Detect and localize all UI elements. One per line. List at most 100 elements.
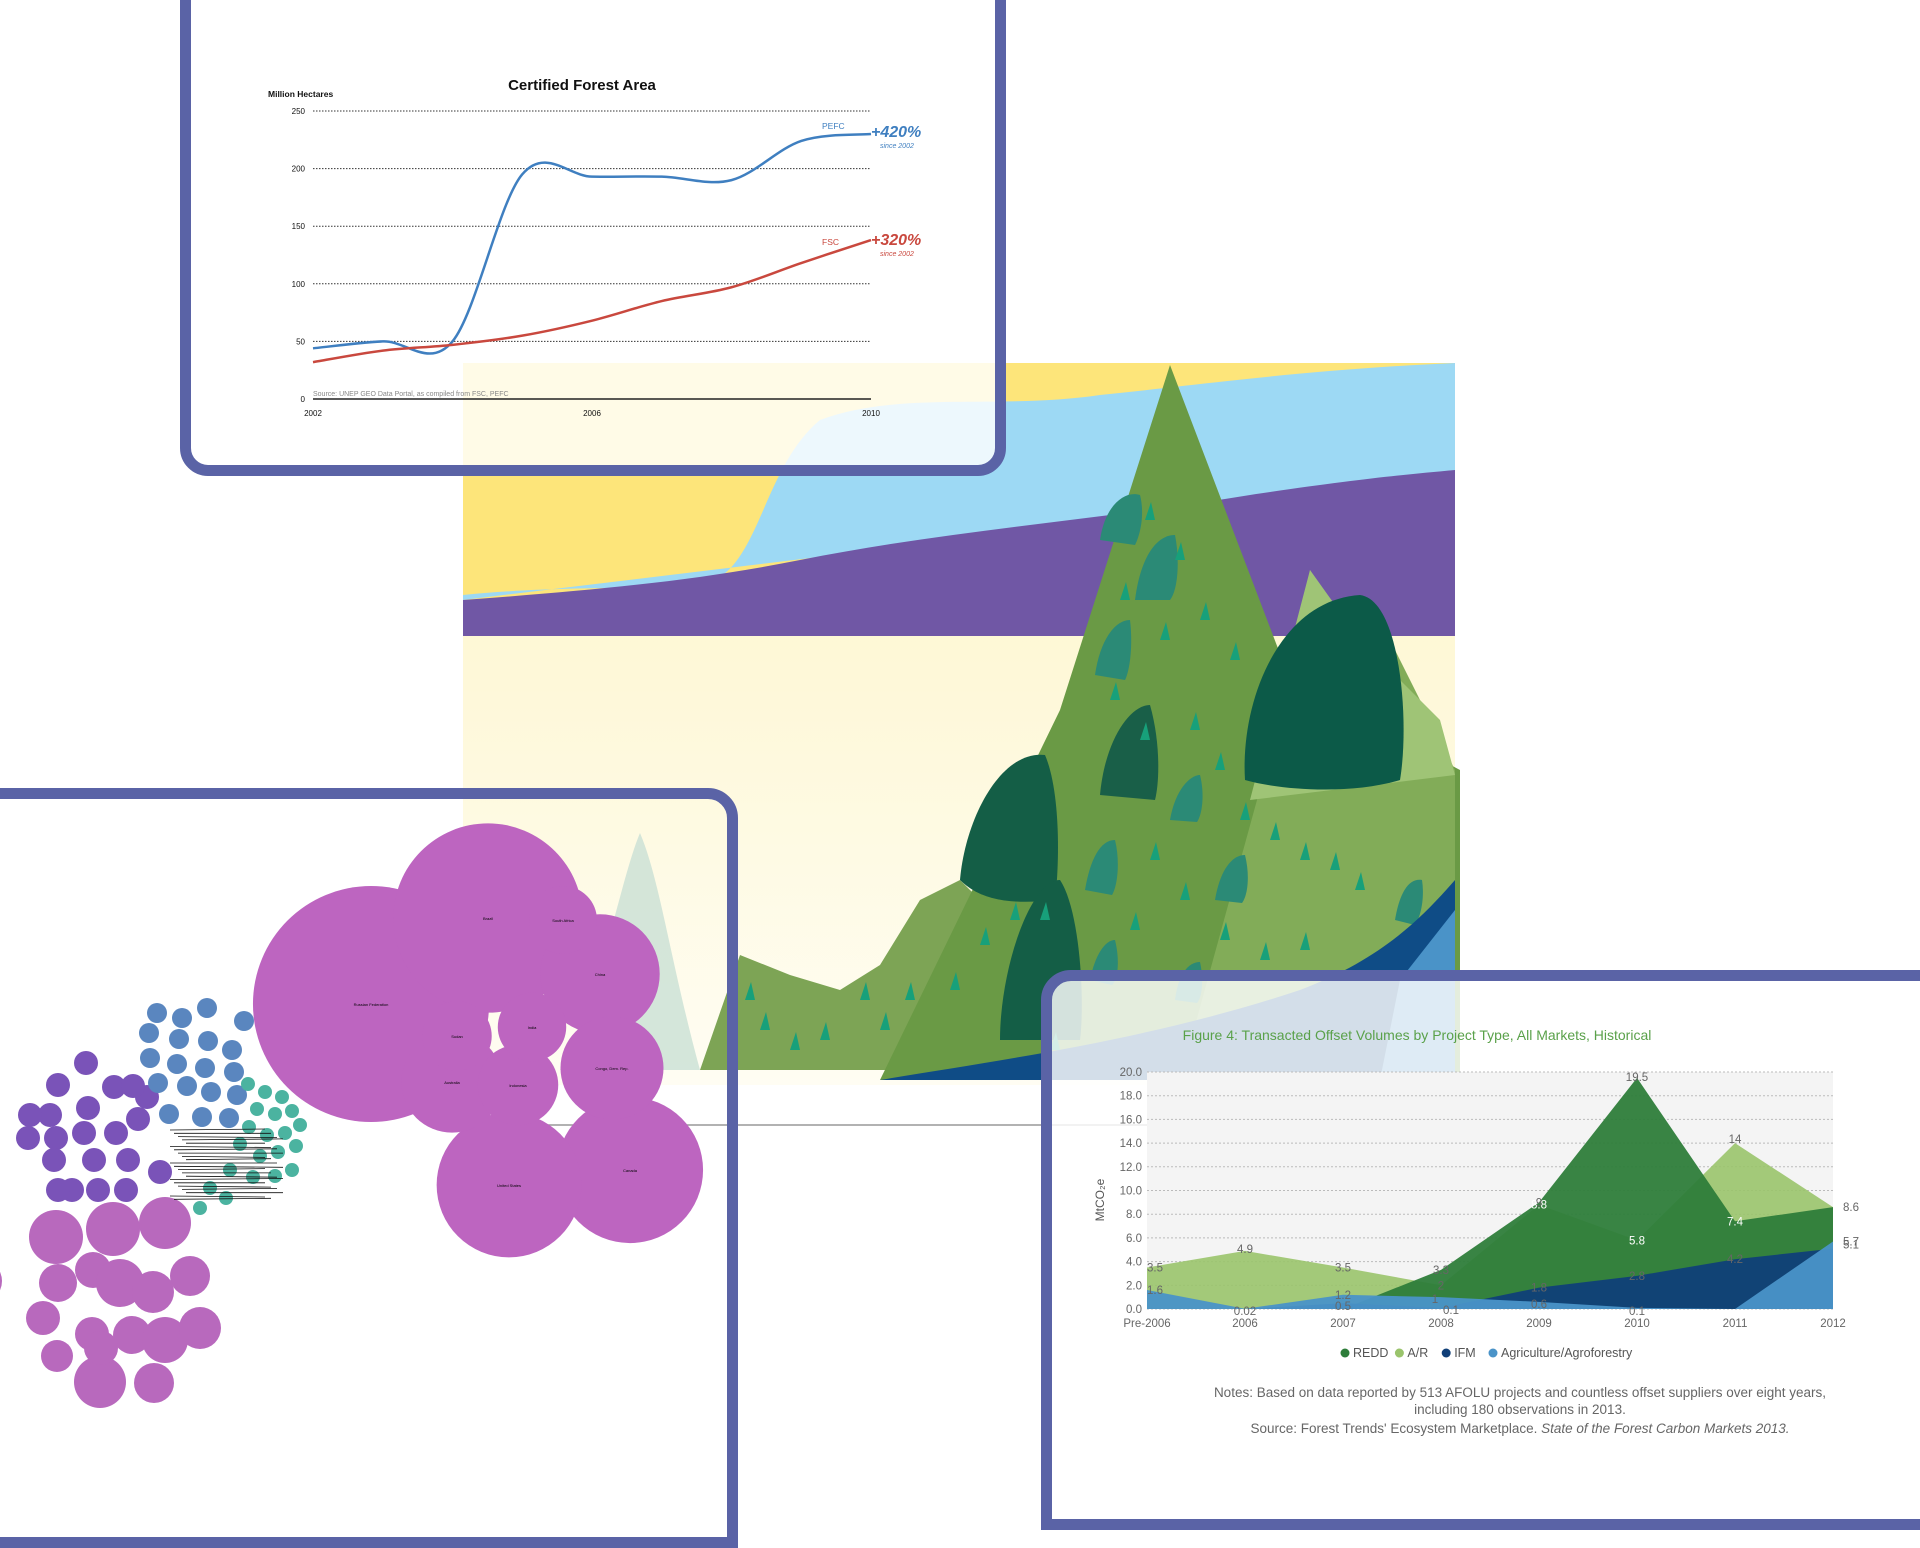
pefc-since-label: since 2002 [880, 143, 914, 150]
fsc-since-label: since 2002 [880, 251, 914, 258]
cert-y-tick-label: 200 [292, 165, 306, 174]
offset-legend: REDD A/R IFM Agriculture/Agroforestry [1340, 1346, 1633, 1360]
country-bubble-label: United States [497, 1183, 521, 1188]
country-bubble-tiny [195, 1058, 215, 1078]
country-bubble-small [41, 1340, 73, 1372]
offset-x-tick-label: 2008 [1428, 1318, 1454, 1330]
offset-y-tick-label: 6.0 [1126, 1233, 1142, 1245]
cert-grid: 0 50 100 150 200 250 2002 2006 2010 [292, 107, 881, 418]
country-bubble-tiny [172, 1008, 192, 1028]
offset-data-label: 1.8 [1531, 1283, 1547, 1295]
country-bubble-tiny [203, 1181, 217, 1195]
country-bubble-small [72, 1121, 96, 1145]
country-bubble-small [0, 1271, 2, 1291]
label-tick [185, 1175, 278, 1178]
offset-data-label: 2 [1438, 1280, 1444, 1292]
label-tick [173, 1148, 278, 1151]
offset-data-label: 3.5 [1335, 1263, 1351, 1275]
cert-y-tick-label: 250 [292, 107, 306, 116]
offset-data-label: 3.5 [1147, 1263, 1163, 1275]
small-tree-cluster [745, 502, 1365, 1050]
offset-legend-marker [1394, 1348, 1404, 1358]
country-bubble-tiny [250, 1102, 264, 1116]
cert-x-tick-label: 2010 [862, 409, 880, 418]
country-bubble-small [126, 1107, 150, 1131]
label-tick [169, 1178, 284, 1180]
country-bubble [436, 1112, 582, 1258]
cert-y-tick-label: 50 [296, 337, 305, 346]
country-bubble-small [142, 1317, 188, 1363]
mid-tree-4 [1085, 840, 1118, 895]
offset-data-label: 1 [1432, 1294, 1438, 1306]
label-tick [169, 1195, 266, 1198]
country-bubble-tiny [242, 1120, 256, 1134]
offset-data-label: 14 [1729, 1134, 1742, 1146]
cert-y-tick-label: 100 [292, 280, 306, 289]
cert-x-tick-label: 2006 [583, 409, 601, 418]
country-bubble [560, 1016, 664, 1120]
offset-area-redd [1147, 1077, 1833, 1309]
country-bubble-small [39, 1264, 77, 1302]
country-bubble-small [114, 1178, 138, 1202]
offset-y-tick-label: 10.0 [1120, 1186, 1142, 1198]
country-bubble-tiny [201, 1082, 221, 1102]
offset-area-ifm [1147, 1248, 1833, 1309]
country-bubble-small [104, 1121, 128, 1145]
offset-data-label: 5.1 [1843, 1240, 1859, 1252]
country-bubble [556, 1096, 704, 1244]
mid-tree-2 [1095, 620, 1132, 680]
country-bubble-tiny [241, 1077, 255, 1091]
country-bubble-small [46, 1073, 70, 1097]
offset-data-label: 0.02 [1234, 1306, 1256, 1318]
offset-y-tick-label: 16.0 [1120, 1114, 1142, 1126]
offset-x-tick-label: 2011 [1723, 1318, 1748, 1330]
country-bubble-tiny [147, 1003, 167, 1023]
country-bubble-label: Indonesia [509, 1083, 527, 1088]
offset-data-label: 4.2 [1727, 1254, 1743, 1266]
country-bubble-small [179, 1307, 221, 1349]
country-bubble-tiny [139, 1023, 159, 1043]
country-bubble [477, 1044, 559, 1126]
offset-area-agriculture-agroforestry [1147, 1241, 1833, 1309]
offset-y-tick-label: 12.0 [1120, 1162, 1142, 1174]
mid-tree-7 [1215, 855, 1248, 903]
country-bubble [422, 1001, 492, 1071]
offset-y-axis-label: MtCO₂e [1093, 1178, 1107, 1221]
country-bubble-tiny [275, 1090, 289, 1104]
cert-source-note: Source: UNEP GEO Data Portal, as compile… [313, 391, 509, 398]
country-bubble-tiny [293, 1118, 307, 1132]
offset-y-tick-label: 20.0 [1120, 1067, 1142, 1079]
country-bubble-small [170, 1256, 210, 1296]
country-bubble-small [102, 1075, 126, 1099]
fsc-series-label: FSC [822, 237, 839, 247]
country-bubble-small [42, 1148, 66, 1172]
label-tick [177, 1168, 266, 1170]
offset-y-tick-label: 8.0 [1126, 1209, 1142, 1221]
label-tick [181, 1188, 278, 1190]
offset-y-tick-label: 2.0 [1126, 1280, 1142, 1292]
country-bubble-tiny [140, 1048, 160, 1068]
mid-tree-3 [1100, 494, 1143, 545]
country-bubble-small [121, 1074, 145, 1098]
dark-tree-4 [1100, 705, 1159, 800]
country-bubble-tiny [268, 1107, 282, 1121]
country-bubble [497, 992, 567, 1062]
country-bubble-small [113, 1316, 151, 1354]
country-bubble-small [86, 1202, 140, 1256]
offset-data-label: 19.5 [1626, 1072, 1648, 1084]
country-bubble-tiny [227, 1085, 247, 1105]
label-tick [173, 1165, 284, 1168]
country-bubble-tiny [167, 1054, 187, 1074]
offset-x-tick-label: 2007 [1330, 1318, 1356, 1330]
country-bubble-small [84, 1331, 118, 1365]
offset-x-tick-label: 2009 [1526, 1318, 1552, 1330]
country-bubble-small [148, 1160, 172, 1184]
country-bubble-small [38, 1103, 62, 1127]
offset-data-label: 4.9 [1237, 1244, 1253, 1256]
offset-data-label: 1.6 [1147, 1285, 1163, 1297]
offset-data-label: 3.3 [1433, 1265, 1449, 1277]
offset-y-tick-label: 0.0 [1126, 1304, 1142, 1316]
offset-x-tick-label: 2012 [1820, 1318, 1846, 1330]
country-bubble-tiny [177, 1076, 197, 1096]
country-bubble-tiny [169, 1029, 189, 1049]
